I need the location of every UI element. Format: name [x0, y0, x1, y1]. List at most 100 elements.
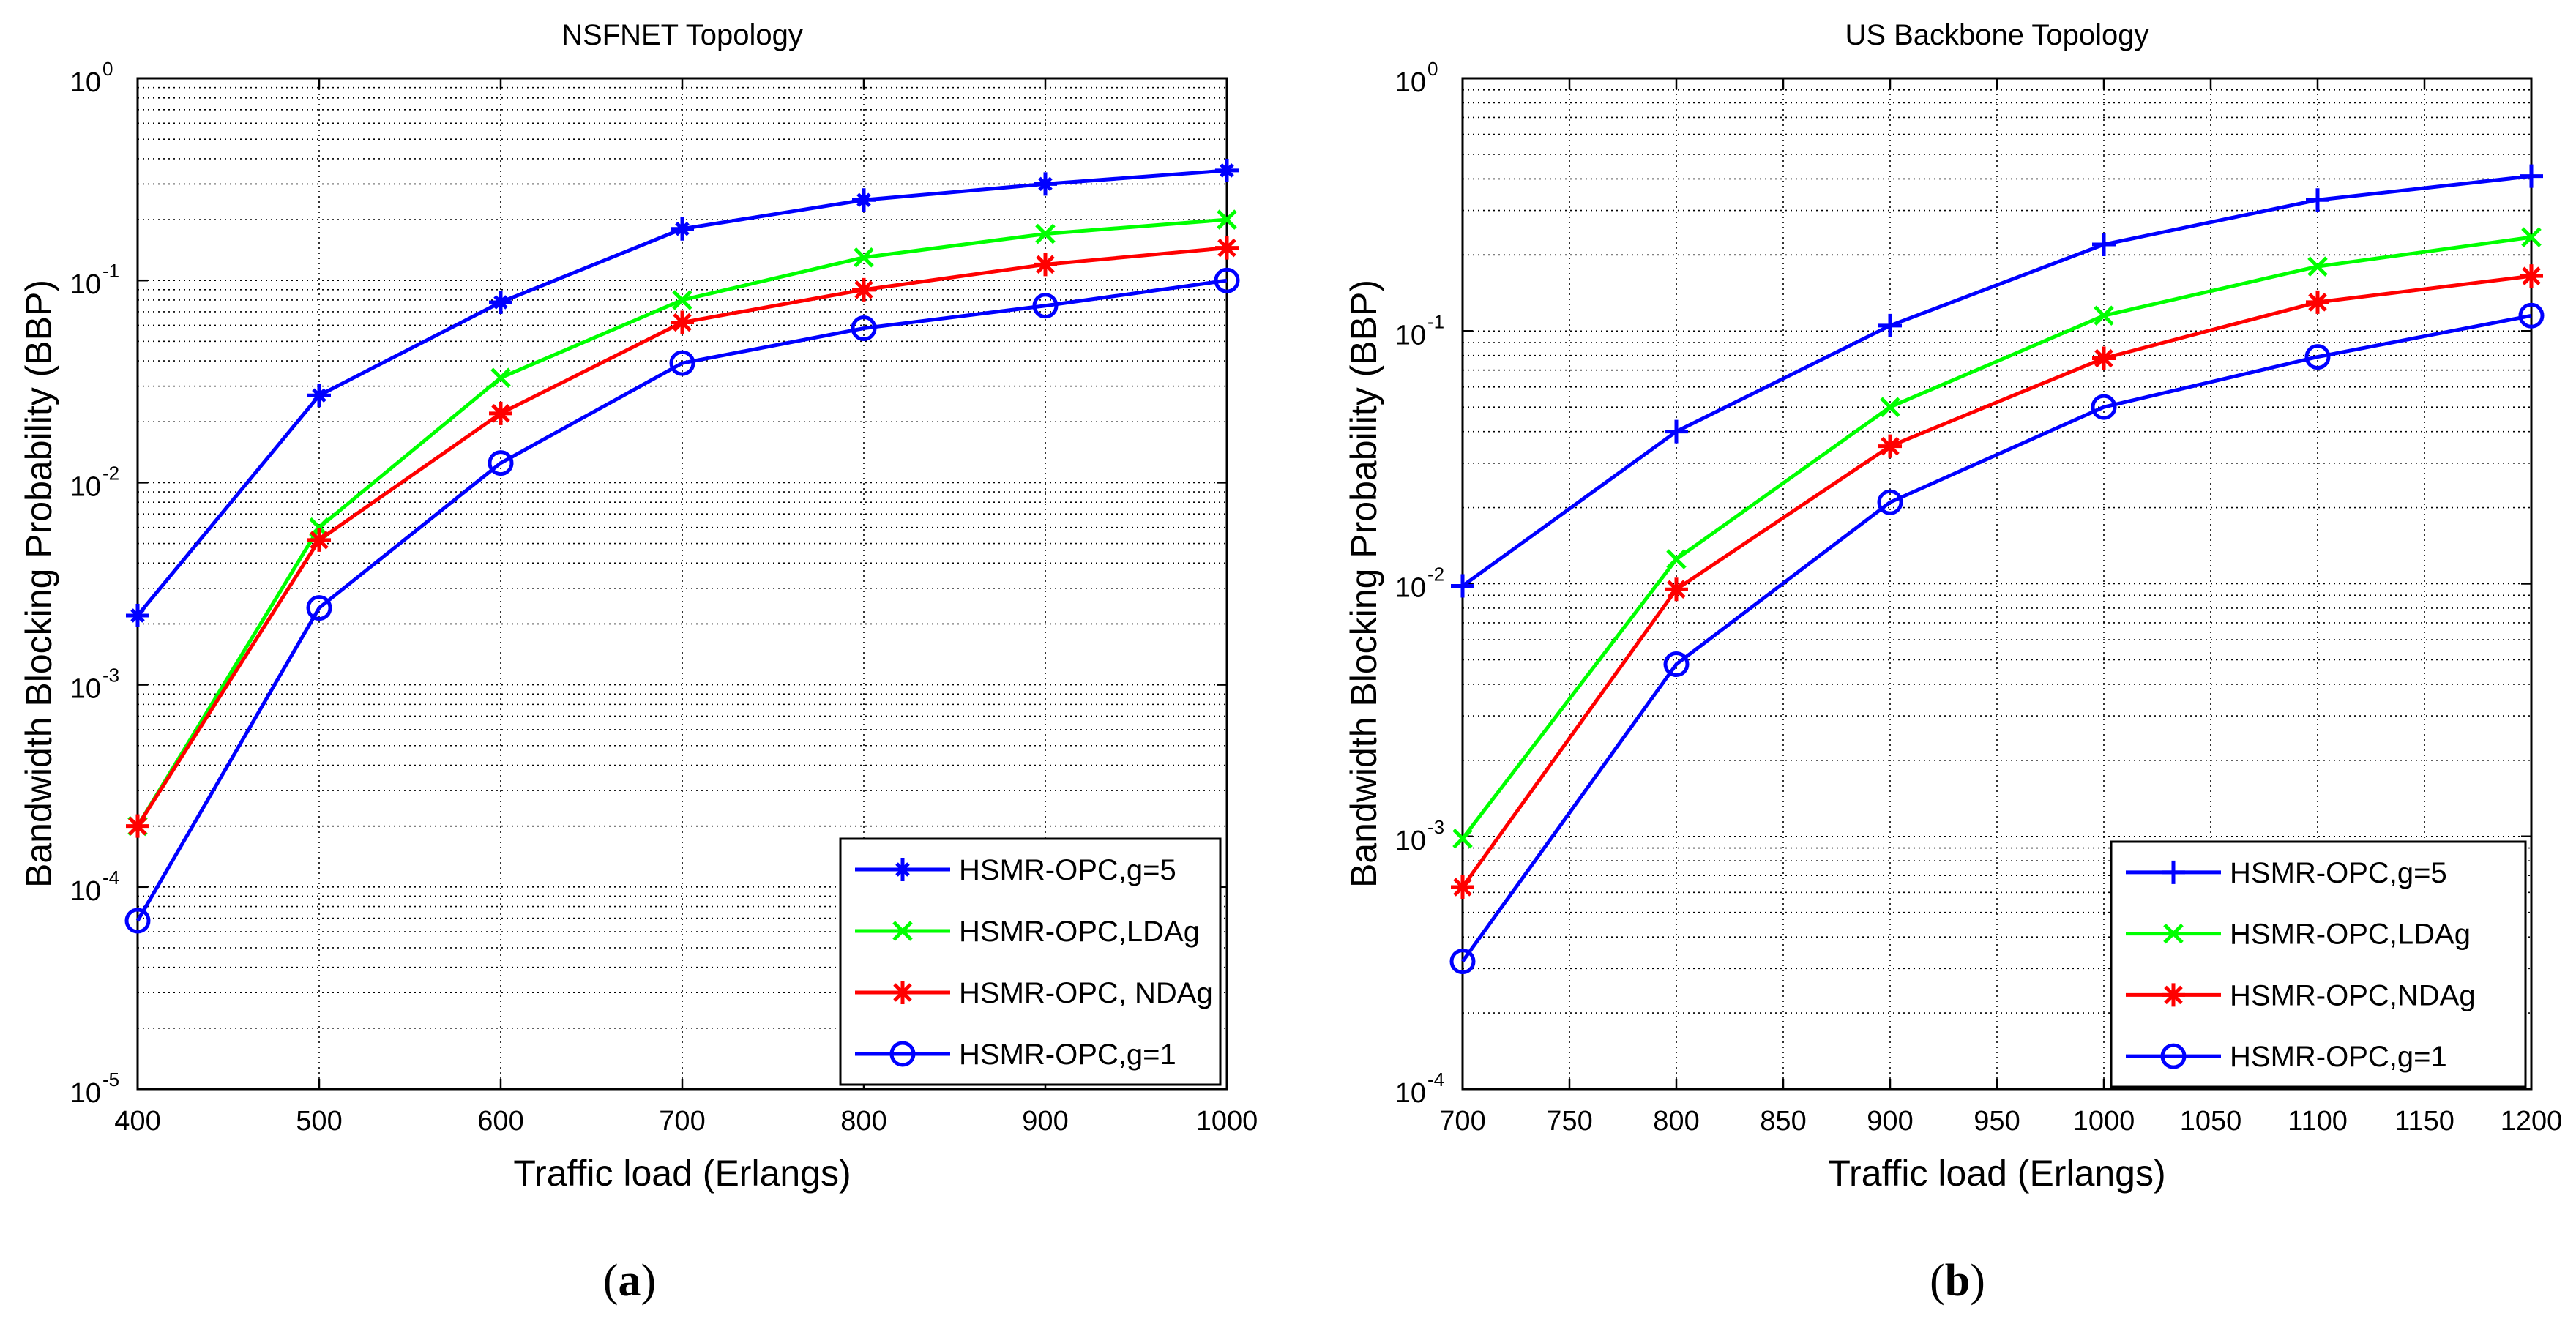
y-tick-label: 10 [70, 67, 101, 98]
data-point [1877, 489, 1903, 515]
data-point [307, 528, 331, 552]
legend-item: HSMR-OPC,g=5 [855, 854, 1176, 886]
chart-title: US Backbone Topology [1845, 19, 2148, 51]
legend: HSMR-OPC,g=5 HSMR-OPC,LDAg HSMR-OPC,NDAg HS… [2110, 840, 2527, 1088]
x-tick-label: 800 [840, 1106, 886, 1137]
series-line [1460, 313, 2532, 963]
x-tick-label: 750 [1546, 1106, 1592, 1137]
y-tick-exponent: -4 [102, 867, 119, 889]
legend-label: HSMR-OPC,g=5 [2230, 857, 2447, 889]
chart-panel-2: 700 750 800 850 900 950 1000 1050 1100 1150 1200 10… [1343, 19, 2562, 1306]
data-point [2091, 394, 2117, 420]
y-tick-label: 10 [1395, 573, 1426, 604]
legend-item: HSMR-OPC, NDAg [855, 977, 1213, 1009]
x-tick-label: 1050 [2180, 1106, 2242, 1137]
data-point [2521, 227, 2542, 247]
x-tick-label: 850 [1760, 1106, 1806, 1137]
legend-item: HSMR-OPC,g=1 [2126, 1041, 2447, 1073]
data-point [1665, 419, 1688, 444]
x-tick-label: 600 [477, 1106, 523, 1137]
data-point [307, 384, 331, 408]
series-line [1461, 174, 2532, 588]
y-tick-exponent: -3 [102, 665, 119, 687]
series-3 [1451, 264, 2543, 900]
y-tick-label: 10 [70, 1078, 101, 1109]
y-tick-label: 10 [1395, 67, 1426, 98]
y-tick-label: 10 [70, 471, 101, 502]
subfigure-label: (b) [1930, 1256, 1985, 1306]
y-tick-label: 10 [1395, 826, 1426, 856]
data-point [2094, 305, 2114, 326]
y-tick-label: 10 [70, 876, 101, 907]
data-point [669, 350, 695, 376]
data-point [490, 367, 511, 388]
legend-item: HSMR-OPC,g=1 [855, 1039, 1176, 1071]
data-point [489, 401, 512, 425]
x-tick-label: 1000 [2073, 1106, 2135, 1137]
legend-marker [889, 1041, 916, 1067]
data-point [1449, 949, 1476, 975]
y-tick-exponent: -1 [102, 260, 119, 282]
data-point [1666, 549, 1687, 569]
data-point [854, 247, 874, 268]
legend-marker [2162, 983, 2185, 1007]
data-point [2306, 290, 2329, 314]
legend-item: HSMR-OPC,NDAg [2126, 979, 2476, 1011]
y-tick-exponent: -5 [102, 1069, 119, 1091]
subfigure-paren-open: ( [1930, 1256, 1945, 1306]
legend-marker [891, 981, 914, 1004]
legend-label: HSMR-OPC,LDAg [959, 916, 1200, 948]
x-tick-label: 1000 [1196, 1106, 1258, 1137]
data-point [672, 290, 692, 310]
data-point [2307, 256, 2328, 277]
data-point [1217, 209, 1237, 230]
x-tick-label: 1200 [2501, 1106, 2563, 1137]
series-3 [126, 236, 1239, 838]
data-point [1035, 223, 1056, 244]
x-tick-label: 900 [1867, 1106, 1913, 1137]
subfigure-paren-open: ( [603, 1256, 619, 1306]
y-tick-exponent: 0 [102, 58, 113, 80]
data-point [1878, 313, 1902, 337]
legend-label: HSMR-OPC,LDAg [2230, 919, 2471, 951]
data-point [1032, 293, 1059, 319]
legend-item: HSMR-OPC,g=5 [2126, 857, 2447, 889]
data-point [124, 908, 151, 934]
series-1 [126, 158, 1239, 628]
data-point [2092, 346, 2116, 370]
y-axis-label: Bandwidth Blocking Probability (BBP) [1343, 280, 1384, 888]
data-point [1665, 577, 1688, 602]
data-point [1451, 875, 1474, 900]
series-4 [1449, 302, 2545, 975]
series-2 [1452, 227, 2542, 849]
legend-marker [2162, 860, 2185, 884]
chart-title: NSFNET Topology [561, 19, 803, 51]
legend-label: HSMR-OPC,g=5 [959, 854, 1176, 886]
data-point [1452, 829, 1473, 849]
y-tick-exponent: -1 [1427, 310, 1444, 332]
series-line [135, 278, 1228, 922]
data-point [1034, 253, 1057, 277]
legend-item: HSMR-OPC,LDAg [2126, 919, 2471, 951]
subfigure-paren-close: ) [1970, 1256, 1985, 1306]
data-point [671, 310, 694, 334]
x-tick-label: 900 [1022, 1106, 1068, 1137]
legend-marker [2160, 1043, 2187, 1069]
data-point [1663, 651, 1690, 678]
data-point [126, 814, 149, 838]
x-tick-label: 700 [659, 1106, 705, 1137]
series-line [1460, 274, 2532, 889]
data-point [1880, 397, 1900, 417]
legend-item: HSMR-OPC,LDAg [855, 916, 1200, 948]
data-point [2306, 188, 2329, 212]
data-point [2518, 302, 2545, 329]
y-tick-label: 10 [1395, 1078, 1426, 1109]
data-point [2520, 164, 2543, 188]
grid [1462, 78, 2532, 1090]
data-point [1215, 236, 1239, 260]
legend-marker [2163, 923, 2184, 944]
data-point [851, 315, 877, 342]
x-tick-label: 1100 [2288, 1106, 2348, 1137]
x-tick-label: 400 [114, 1106, 160, 1137]
